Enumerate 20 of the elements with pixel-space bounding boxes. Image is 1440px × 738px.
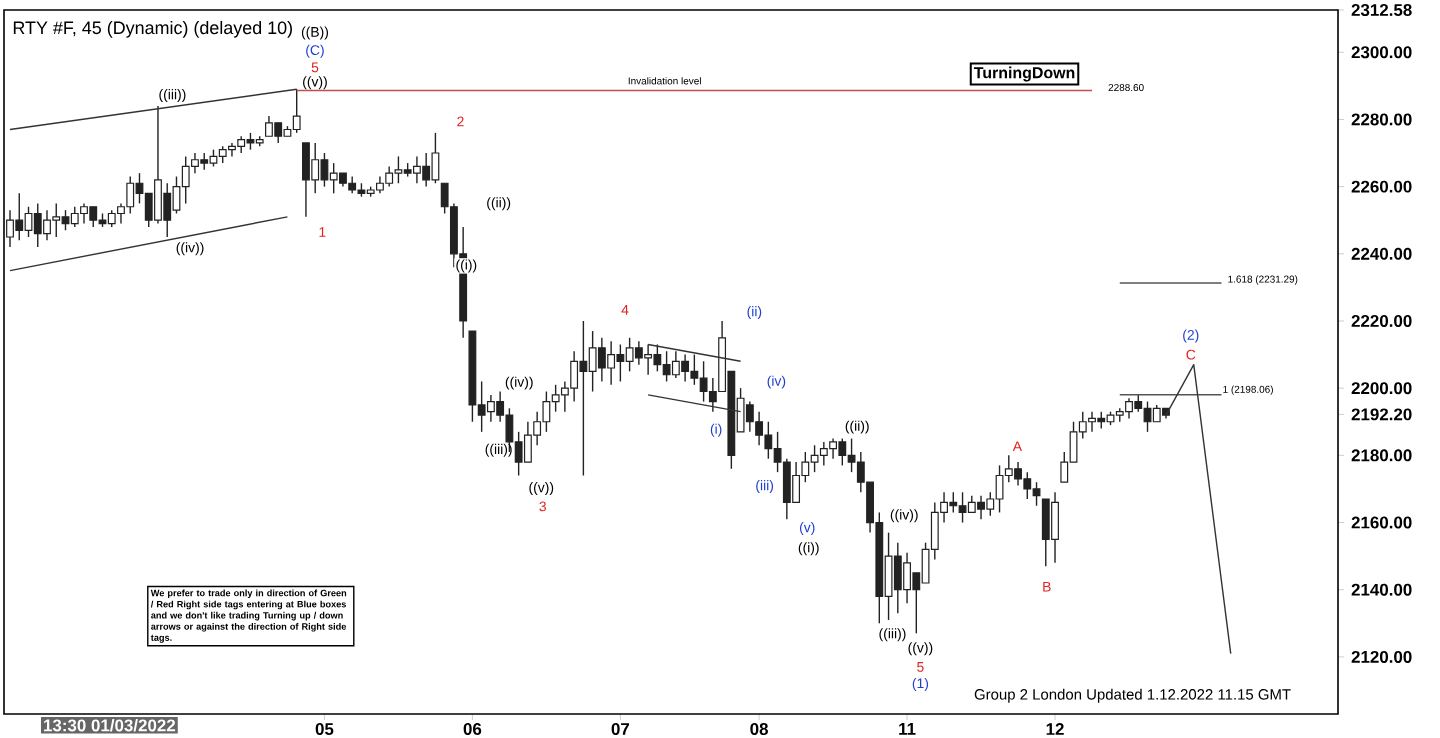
x-tick-label: 12 bbox=[1046, 723, 1064, 735]
y-tick-label: 2312.58 bbox=[1351, 4, 1412, 16]
y-tick-label: 2280.00 bbox=[1351, 113, 1412, 126]
x-tick-label: 11 bbox=[899, 723, 916, 735]
x-tick-label: 05 bbox=[315, 723, 334, 736]
y-tick-label: 2140.00 bbox=[1351, 583, 1412, 596]
y-tick-label: 2240.00 bbox=[1351, 247, 1412, 260]
text: RTY #F, 45 (Dynamic) (delayed 10) bbox=[13, 20, 292, 38]
y-tick-label: 2160.00 bbox=[1351, 516, 1412, 529]
text: 13:30 01/03/2022 bbox=[44, 718, 176, 732]
y-tick-label: 2180.00 bbox=[1351, 449, 1412, 462]
y-tick-label: 2192.20 bbox=[1351, 408, 1412, 421]
x-tick-label: 06 bbox=[463, 723, 482, 736]
y-tick-label: 2300.00 bbox=[1351, 46, 1412, 59]
x-tick-label: 07 bbox=[611, 723, 630, 736]
y-tick-label: 2260.00 bbox=[1351, 180, 1412, 193]
y-tick-label: 2120.00 bbox=[1351, 650, 1412, 663]
y-tick-label: 2220.00 bbox=[1351, 315, 1412, 327]
x-tick-label: 08 bbox=[750, 723, 768, 736]
y-tick-label: 2200.00 bbox=[1351, 382, 1412, 395]
